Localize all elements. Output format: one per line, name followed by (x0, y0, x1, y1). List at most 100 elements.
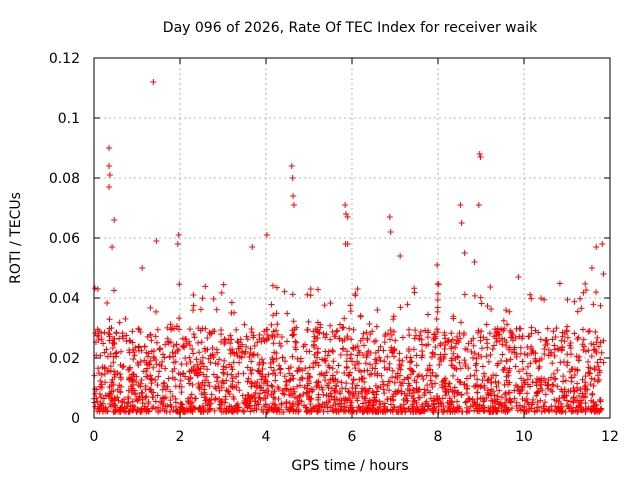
data-point (519, 384, 526, 391)
data-point (191, 334, 198, 341)
data-point (223, 387, 230, 394)
data-point (129, 407, 136, 414)
data-point (228, 363, 235, 370)
data-point (214, 361, 221, 368)
data-point (234, 338, 241, 345)
data-point (106, 184, 113, 190)
data-point (471, 372, 478, 379)
data-point (498, 357, 505, 364)
data-point (329, 365, 336, 372)
data-point (193, 356, 200, 363)
data-point (94, 286, 101, 292)
data-point (268, 321, 275, 328)
data-point (499, 351, 506, 358)
data-point (505, 369, 512, 376)
data-point (394, 370, 401, 377)
data-point (153, 238, 160, 244)
data-point (311, 405, 318, 412)
data-point (591, 346, 598, 353)
data-point (244, 400, 251, 407)
data-point (147, 386, 154, 393)
data-point (435, 281, 442, 288)
data-point (574, 308, 581, 315)
data-point (404, 374, 411, 381)
data-point (279, 354, 286, 361)
data-point (354, 286, 361, 292)
data-point (471, 399, 478, 406)
data-point (367, 331, 374, 338)
data-point (270, 400, 277, 407)
data-point (574, 384, 581, 391)
data-point (227, 332, 234, 339)
data-point (354, 397, 361, 404)
data-point (593, 244, 600, 250)
data-point (380, 400, 387, 407)
data-point (97, 352, 104, 359)
data-point (208, 391, 215, 398)
y-tick-labels: 0 0.02 0.04 0.06 0.08 0.1 0.12 (49, 51, 80, 427)
data-point (106, 172, 113, 178)
data-point (275, 395, 282, 402)
data-point (236, 387, 243, 394)
data-point (223, 377, 230, 384)
data-point (580, 289, 587, 296)
data-point (94, 398, 101, 405)
data-point (243, 343, 250, 350)
data-point (579, 326, 586, 333)
data-point (389, 374, 396, 381)
data-point (154, 392, 161, 399)
data-point (155, 373, 162, 380)
data-point (384, 396, 391, 403)
data-point (110, 381, 117, 388)
data-point (389, 393, 396, 400)
data-point (321, 302, 328, 309)
data-point (474, 396, 481, 403)
data-point (315, 407, 322, 414)
data-point (577, 295, 584, 302)
data-point (320, 372, 327, 379)
data-point (349, 358, 356, 365)
data-point (234, 406, 241, 413)
x-tick-label: 10 (515, 429, 533, 445)
data-point (390, 328, 397, 335)
data-point (521, 408, 528, 415)
data-point (124, 400, 131, 407)
data-point (210, 295, 217, 302)
data-point (245, 392, 252, 399)
data-point (355, 390, 362, 397)
data-point (139, 265, 146, 271)
data-point (316, 402, 323, 409)
data-point (301, 402, 308, 409)
data-point (338, 379, 345, 386)
data-point (117, 374, 124, 381)
data-point (107, 350, 114, 357)
data-point (196, 349, 203, 356)
data-point (596, 397, 603, 404)
data-point (152, 357, 159, 364)
data-point (291, 326, 298, 333)
data-point (570, 399, 577, 406)
data-point (448, 345, 455, 352)
data-point (134, 397, 141, 404)
data-point (523, 370, 530, 377)
data-point (509, 331, 516, 338)
data-point (410, 346, 417, 353)
data-point (557, 406, 564, 413)
data-point (343, 404, 350, 411)
data-point (487, 404, 494, 411)
data-point (349, 393, 356, 400)
data-point (582, 400, 589, 407)
data-point (562, 377, 569, 384)
data-point (260, 360, 267, 367)
data-point (404, 397, 411, 404)
data-point (213, 306, 220, 313)
data-point (190, 307, 197, 314)
data-point (110, 335, 117, 342)
data-point (169, 349, 176, 356)
data-point (386, 214, 393, 220)
data-point (516, 390, 523, 397)
data-point (481, 370, 488, 377)
data-point (205, 355, 212, 362)
data-point (307, 395, 314, 402)
data-point (447, 400, 454, 407)
